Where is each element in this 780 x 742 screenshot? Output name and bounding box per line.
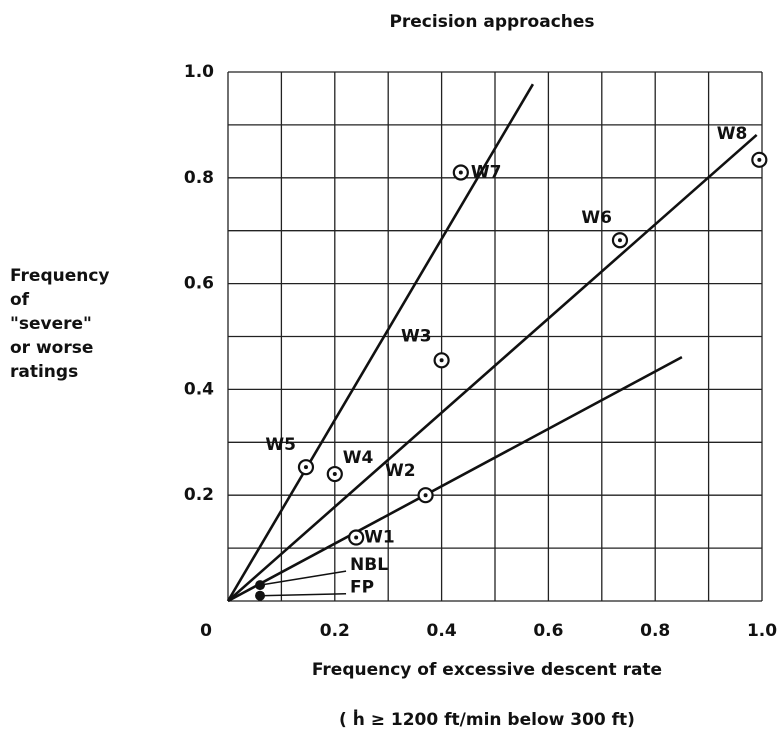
x-tick-label: 0.6	[533, 621, 563, 641]
data-point-dot	[757, 157, 762, 162]
x-axis-label: Frequency of excessive descent rate	[312, 660, 662, 680]
data-point-dot	[439, 358, 444, 363]
point-label: W8	[717, 124, 748, 144]
x-tick-label: 1.0	[747, 621, 777, 641]
point-label: W3	[401, 326, 432, 346]
data-point-dot	[423, 493, 428, 498]
point-label: NBL	[350, 555, 388, 575]
leader-line	[259, 570, 347, 586]
data-point-dot	[617, 238, 622, 243]
x-axis-label-2: ( ḣ ≥ 1200 ft/min below 300 ft)	[339, 708, 635, 730]
fit-line	[227, 355, 683, 603]
point-label: FP	[350, 578, 374, 598]
y-tick-label: 0.4	[184, 379, 214, 399]
y-tick-label: 1.0	[184, 62, 214, 82]
y-axis-label: "severe"	[10, 314, 92, 334]
fit-line	[226, 83, 535, 602]
point-label: W6	[581, 208, 612, 228]
point-label: W2	[385, 461, 416, 481]
y-tick-label: 0.6	[184, 274, 214, 294]
y-tick-label: 0.2	[184, 485, 214, 505]
point-label: W7	[471, 163, 502, 183]
fit-line	[227, 133, 758, 602]
x-tick-label: 0.4	[427, 621, 457, 641]
point-label: W4	[343, 448, 374, 468]
data-point-dot	[303, 465, 308, 470]
data-point-dot	[332, 472, 337, 477]
leader-line	[260, 592, 347, 597]
x-tick-label: 0.2	[320, 621, 350, 641]
y-axis-label: or worse	[10, 338, 93, 358]
y-tick-label: 0.8	[184, 168, 214, 188]
point-label: W1	[364, 528, 395, 548]
x-tick-label: 0	[200, 621, 212, 641]
y-axis-label: ratings	[10, 362, 78, 382]
data-point-dot	[458, 170, 463, 175]
chart-title: Precision approaches	[389, 12, 594, 32]
y-axis-label: of	[10, 290, 30, 310]
y-axis-label: Frequency	[10, 266, 110, 286]
x-tick-label: 0.8	[640, 621, 670, 641]
point-label: W5	[265, 435, 296, 455]
data-point-dot	[354, 535, 359, 540]
